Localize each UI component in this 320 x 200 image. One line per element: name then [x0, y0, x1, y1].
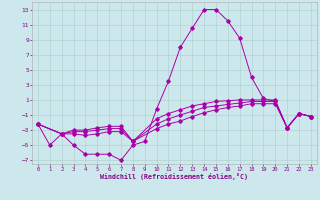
X-axis label: Windchill (Refroidissement éolien,°C): Windchill (Refroidissement éolien,°C)	[100, 173, 248, 180]
